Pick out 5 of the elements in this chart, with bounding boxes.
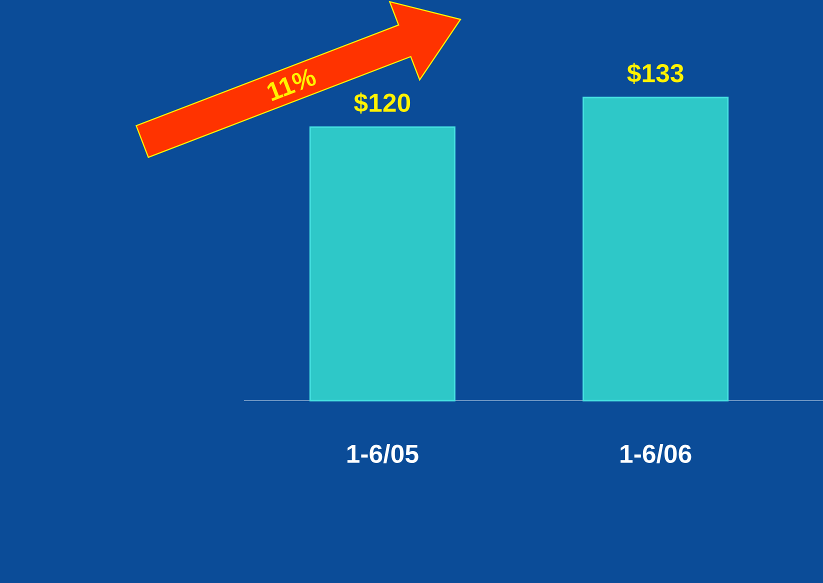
x-tick-label: 1-6/05 xyxy=(347,444,418,464)
data-label: $133 xyxy=(627,62,684,84)
annotation: 11% xyxy=(267,68,316,102)
data-label: $120 xyxy=(354,92,410,114)
x-tick-label: 1-6/06 xyxy=(620,444,692,464)
